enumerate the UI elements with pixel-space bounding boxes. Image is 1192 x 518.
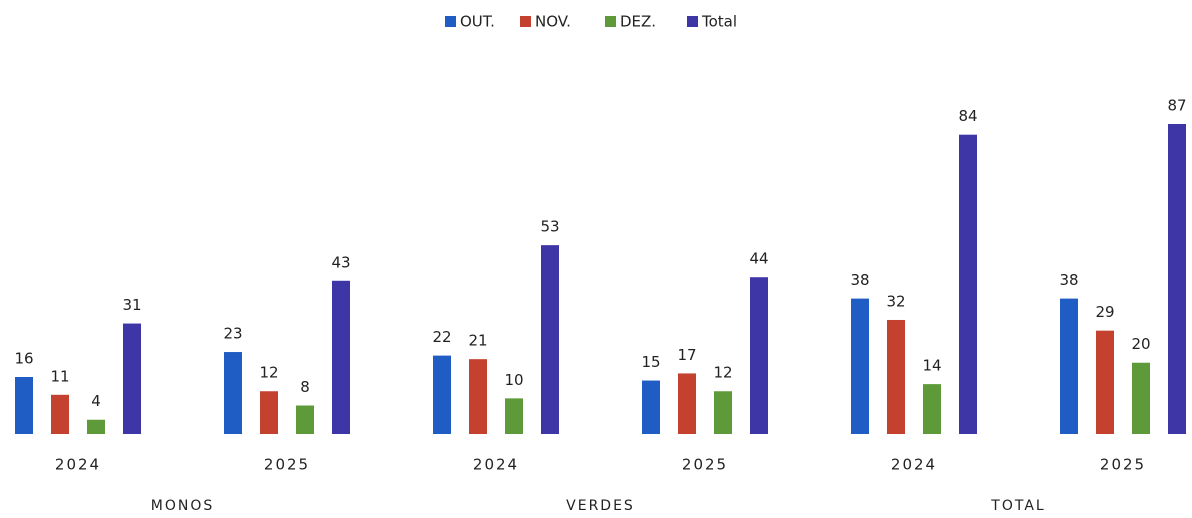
x-tick-label: 2025 <box>1100 456 1146 474</box>
bar <box>1096 330 1114 434</box>
data-label: 84 <box>958 107 977 125</box>
data-label: 16 <box>14 349 33 367</box>
bar <box>224 352 242 434</box>
data-label: 10 <box>504 371 523 389</box>
bar <box>123 323 141 434</box>
data-label: 87 <box>1167 97 1186 115</box>
x-tick-label: 2024 <box>891 456 937 474</box>
data-label: 12 <box>259 364 278 382</box>
bar <box>923 384 941 434</box>
data-label: 20 <box>1131 335 1150 353</box>
group-label: VERDES <box>566 498 635 514</box>
data-label: 38 <box>1059 271 1078 289</box>
bar <box>1132 362 1150 434</box>
data-label: 12 <box>713 364 732 382</box>
bar <box>642 380 660 434</box>
data-label: 31 <box>122 296 141 314</box>
group-label: TOTAL <box>990 498 1045 514</box>
legend-swatch <box>445 16 456 27</box>
data-label: 17 <box>677 346 696 364</box>
legend-label: OUT. <box>460 13 495 31</box>
data-label: 15 <box>641 353 660 371</box>
data-label: 23 <box>223 325 242 343</box>
bar <box>750 277 768 434</box>
data-label: 38 <box>850 271 869 289</box>
data-label: 53 <box>540 218 559 236</box>
legend-label: DEZ. <box>620 13 656 31</box>
bar <box>51 394 69 434</box>
x-tick-label: 2024 <box>473 456 519 474</box>
data-label: 32 <box>886 292 905 310</box>
x-tick-label: 2025 <box>682 456 728 474</box>
data-label: 22 <box>432 328 451 346</box>
data-label: 44 <box>749 250 768 268</box>
legend-label: Total <box>701 13 737 31</box>
legend-swatch <box>520 16 531 27</box>
data-label: 8 <box>300 378 310 396</box>
bar <box>541 245 559 434</box>
x-tick-label: 2025 <box>264 456 310 474</box>
data-label: 11 <box>50 367 69 385</box>
data-label: 14 <box>922 357 941 375</box>
legend-swatch <box>605 16 616 27</box>
x-tick-label: 2024 <box>55 456 101 474</box>
bar <box>714 391 732 434</box>
bar <box>1060 298 1078 434</box>
bar <box>332 280 350 434</box>
bar <box>296 405 314 434</box>
bar <box>887 319 905 434</box>
data-label: 43 <box>331 253 350 271</box>
legend-swatch <box>687 16 698 27</box>
data-label: 4 <box>91 392 101 410</box>
bar <box>87 419 105 434</box>
bar <box>433 355 451 434</box>
data-label: 29 <box>1095 303 1114 321</box>
data-label: 21 <box>468 332 487 350</box>
bar <box>15 376 33 434</box>
bar <box>678 373 696 434</box>
bar <box>851 298 869 434</box>
bar <box>469 359 487 434</box>
bar <box>260 391 278 434</box>
bar <box>1168 124 1186 434</box>
bar <box>505 398 523 434</box>
legend-label: NOV. <box>535 13 571 31</box>
bar <box>959 134 977 435</box>
group-label: MONOS <box>151 498 214 514</box>
